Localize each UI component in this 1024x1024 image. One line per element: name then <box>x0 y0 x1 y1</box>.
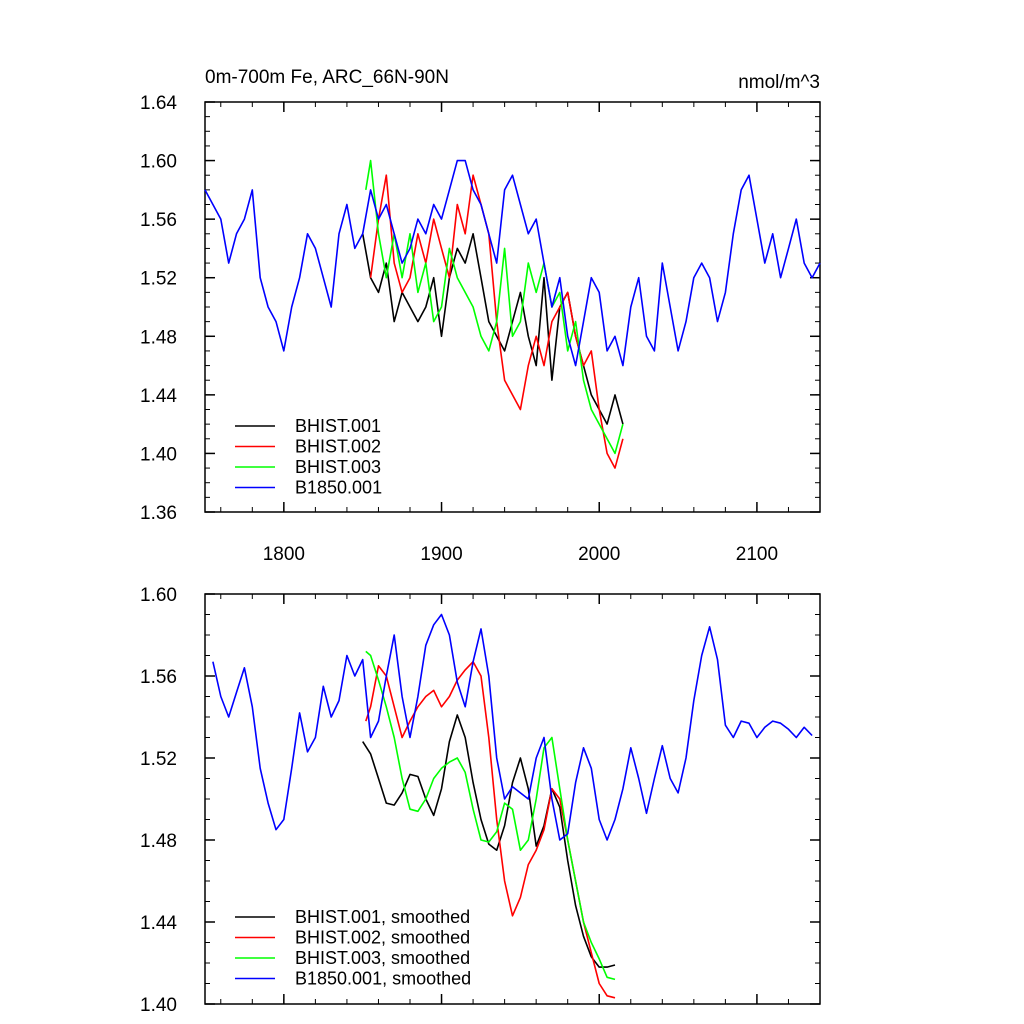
y-tick-label: 1.60 <box>140 585 177 606</box>
y-tick-label: 1.52 <box>140 269 177 290</box>
legend-label: BHIST.001 <box>295 416 381 436</box>
y-tick-label: 1.44 <box>140 386 177 407</box>
legend-label: BHIST.002, smoothed <box>295 928 470 948</box>
series-line-b1850-001 <box>204 159 821 367</box>
y-tick-label: 1.40 <box>140 995 177 1016</box>
x-tick-label: 1900 <box>420 544 462 565</box>
y-tick-label: 1.56 <box>140 210 177 231</box>
y-tick-label: 1.44 <box>140 913 177 934</box>
series-line-bhist-003-smoothed <box>365 650 616 981</box>
series-line-b1850-001-smoothed <box>212 613 813 841</box>
chart-title: 0m-700m Fe, ARC_66N-90N <box>205 67 449 88</box>
x-tick-label: 1800 <box>263 544 305 565</box>
legend-label: BHIST.003, smoothed <box>295 948 470 968</box>
legend-label: BHIST.002 <box>295 437 381 457</box>
legend-label: B1850.001, smoothed <box>295 969 471 989</box>
y-tick-label: 1.48 <box>140 831 177 852</box>
bottom-panel: 1.40 1.44 1.48 1.52 1.56 1.60 BHIST.001, smoo… <box>140 585 821 1016</box>
y-tick-label: 1.60 <box>140 152 177 173</box>
y-tick-label: 1.56 <box>140 667 177 688</box>
legend-label: B1850.001 <box>295 478 382 498</box>
series-line-bhist-003 <box>365 159 624 455</box>
y-tick-label: 1.64 <box>140 93 177 114</box>
units-label: nmol/m^3 <box>738 72 820 93</box>
y-tick-label: 1.52 <box>140 749 177 770</box>
y-tick-label: 1.40 <box>140 444 177 465</box>
legend-label: BHIST.003 <box>295 457 381 477</box>
x-tick-label: 2000 <box>578 544 620 565</box>
top-panel: 0m-700m Fe, ARC_66N-90N nmol/m^3 1.36 1.4… <box>140 67 821 565</box>
y-tick-label: 1.48 <box>140 327 177 348</box>
x-tick-label: 2100 <box>736 544 778 565</box>
y-tick-label: 1.36 <box>140 503 177 524</box>
legend-label: BHIST.001, smoothed <box>295 907 470 927</box>
